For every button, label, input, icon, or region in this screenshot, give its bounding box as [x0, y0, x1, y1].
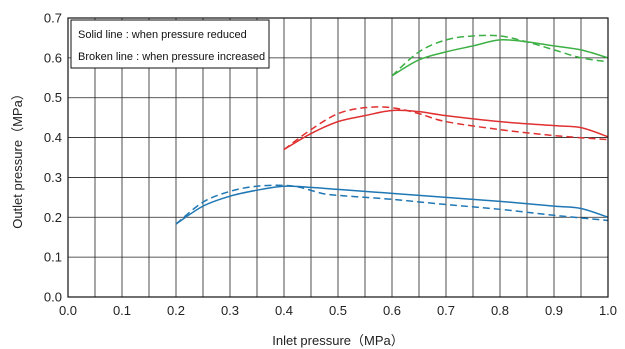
- x-tick-label: 0.1: [113, 303, 131, 318]
- x-tick-label: 0.5: [329, 303, 347, 318]
- series-line-solid-4: [391, 39, 609, 77]
- x-tick-label: 0.8: [491, 303, 509, 318]
- y-tick-label: 0.5: [44, 90, 62, 105]
- series-line-dashed-5: [391, 34, 609, 77]
- y-axis-label: Outlet pressure（MPa）: [10, 87, 25, 229]
- x-tick-label: 0.6: [383, 303, 401, 318]
- legend-box: [70, 19, 270, 69]
- ticks: 0.0 0.1 0.2 0.3 0.4 0.5 0.6 0.7 0.8 0.9 1.0 0.0 0.1 0…: [44, 11, 617, 319]
- x-tick-label: 0.2: [167, 303, 185, 318]
- x-tick-label: 0.7: [437, 303, 455, 318]
- x-tick-label: 0.0: [59, 303, 77, 318]
- series-line-solid-0: [175, 185, 609, 225]
- series-line-dashed-3: [283, 106, 609, 151]
- x-tick-label: 0.4: [275, 303, 293, 318]
- x-tick-label: 1.0: [599, 303, 617, 318]
- y-tick-label: 0.1: [44, 250, 62, 265]
- legend: Solid line : when pressure reduced Broke…: [70, 19, 270, 69]
- legend-entry-broken: Broken line : when pressure increased: [78, 51, 265, 63]
- y-tick-label: 0.7: [44, 11, 62, 26]
- x-axis-label: Inlet pressure（MPa）: [272, 333, 404, 348]
- y-tick-label: 0.6: [44, 50, 62, 65]
- y-tick-label: 0.3: [44, 170, 62, 185]
- plot-frame: [67, 17, 609, 298]
- x-tick-label: 0.3: [221, 303, 239, 318]
- legend-entry-solid: Solid line : when pressure reduced: [78, 29, 247, 41]
- series-line-solid-2: [283, 109, 609, 151]
- y-tick-label: 0.0: [44, 290, 62, 305]
- series-line-dashed-1: [175, 184, 609, 225]
- y-tick-label: 0.4: [44, 130, 62, 145]
- y-tick-label: 0.2: [44, 210, 62, 225]
- series-layer: [175, 34, 609, 225]
- x-tick-label: 0.9: [545, 303, 563, 318]
